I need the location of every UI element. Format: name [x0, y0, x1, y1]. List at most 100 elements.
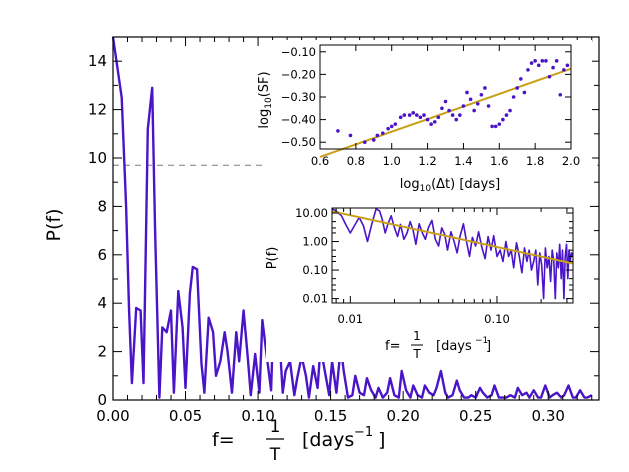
inset-top-xlabel-pre: log	[400, 177, 420, 192]
inset-top-point	[547, 74, 552, 79]
inset-top-xtick-label: 1.6	[490, 154, 508, 168]
main-xlabel-close: ]	[378, 429, 385, 451]
inset-top-point	[554, 59, 559, 63]
main-xtick-label: 0.25	[459, 407, 492, 425]
inset-top-point	[440, 106, 444, 111]
main-xtick-label: 0.05	[169, 407, 202, 425]
inset-top-point	[544, 59, 548, 63]
inset-top-point	[418, 115, 423, 120]
inset-bottom-ylabel: P(f)	[265, 247, 280, 270]
inset-top-point	[536, 63, 541, 68]
inset-top-point	[386, 126, 390, 131]
main-periodogram: 0.00 0.05 0.10 0.15 0.20 0.25 0.3002468101214 …	[43, 36, 600, 465]
main-xtick-label: 0.00	[96, 407, 129, 425]
inset-bottom-fit-line	[331, 210, 574, 265]
inset-top-ytick-label: −0.10	[281, 45, 316, 59]
inset-bottom-xlabel-close: ]	[486, 339, 491, 354]
main-ytick-label: 0	[97, 391, 107, 409]
inset-top-point	[336, 129, 340, 133]
inset-top-point	[558, 92, 563, 97]
main-xlabel-den: T	[269, 445, 281, 465]
main-ylabel: P(f)	[43, 209, 65, 242]
inset-bottom-ytick-label: 10.00	[295, 206, 328, 220]
inset-bottom-xlabel-unit: [days	[436, 339, 472, 354]
inset-loglog-periodogram: 0.01 0.10 0.01 0.10 1.00 10.00 P(f) f= 1 T [d…	[265, 202, 590, 362]
inset-top-point	[551, 65, 555, 70]
inset-top-point	[380, 131, 385, 135]
inset-top-xtick-label: 0.8	[347, 154, 365, 168]
main-ytick-label: 2	[97, 343, 107, 361]
inset-top-point	[515, 86, 520, 90]
main-xtick-label: 0.20	[386, 407, 419, 425]
inset-top-point	[458, 113, 462, 117]
inset-top-ylabel-post: (SF)	[257, 71, 272, 97]
inset-top-fit-line	[319, 67, 572, 158]
inset-bottom-ytick-label: 1.00	[302, 235, 328, 249]
main-ytick-label: 4	[97, 294, 107, 312]
inset-top-point	[522, 90, 527, 95]
inset-top-point	[415, 113, 419, 117]
inset-bottom-xtick-label: 0.10	[484, 312, 510, 326]
inset-top-point	[422, 113, 426, 117]
inset-bottom-xtick-label: 0.01	[338, 312, 364, 326]
inset-top-point	[425, 117, 430, 122]
main-ytick-label: 12	[88, 101, 107, 119]
inset-top-ytick-label: −0.50	[281, 135, 316, 149]
inset-top-point	[475, 101, 480, 106]
inset-top-point	[348, 133, 353, 138]
main-ytick-label: 8	[97, 197, 107, 215]
inset-top-point	[486, 104, 491, 108]
inset-bottom-xlabel-den: T	[412, 347, 421, 361]
inset-top-point	[389, 124, 394, 129]
main-xlabel-unit: [days	[302, 429, 354, 451]
inset-top-point	[371, 138, 376, 142]
inset-bottom-background	[266, 202, 590, 362]
inset-top-ylabel-pre: log	[257, 109, 272, 129]
inset-top-xlabel: log10(Δt) [days]	[400, 177, 500, 194]
inset-top-point	[443, 99, 448, 104]
main-xlabel-prefix: f=	[212, 429, 235, 451]
inset-top-point	[454, 117, 459, 122]
svg-text:log10(SF): log10(SF)	[257, 71, 274, 128]
inset-top-xtick-label: 2.0	[562, 154, 580, 168]
inset-top-point	[461, 104, 466, 108]
inset-top-point	[432, 120, 437, 124]
main-xlabel: f= 1 T [days −1 ]	[212, 417, 385, 465]
inset-top-point	[375, 133, 380, 138]
inset-top-point	[468, 97, 473, 102]
inset-top-point	[429, 122, 433, 126]
inset-top-ytick-label: −0.20	[281, 67, 316, 81]
inset-top-point	[363, 140, 367, 145]
inset-structure-function: 0.6 0.8 1.0 1.2 1.4 1.6 1.8 2.0 −0.50 −0.40 −0.30 −…	[257, 40, 592, 195]
inset-top-xlabel-sub: 10	[420, 184, 432, 194]
inset-top-points	[336, 59, 570, 145]
main-xtick-label: 0.15	[314, 407, 347, 425]
inset-top-point	[436, 115, 441, 120]
inset-top-point	[490, 124, 494, 129]
inset-top-point	[483, 86, 487, 90]
inset-top-point	[479, 92, 484, 97]
inset-top-point	[519, 77, 523, 81]
main-series-line	[111, 36, 593, 399]
inset-top-xlabel-post: [days]	[455, 177, 500, 192]
main-xtick-label: 0.10	[241, 407, 274, 425]
inset-top-xtick-label: 1.2	[418, 154, 436, 168]
inset-top-xtick-label: 1.0	[383, 154, 401, 168]
inset-top-point	[447, 108, 451, 113]
main-ytick-label: 6	[97, 246, 107, 264]
inset-top-point	[402, 113, 407, 117]
main-xtick-label: 0.30	[532, 407, 565, 425]
inset-bottom-xlabel: f= 1 T [days −1 ]	[385, 329, 491, 361]
inset-top-point	[465, 90, 469, 95]
inset-top-point	[497, 122, 502, 126]
inset-top-ylabel: log10(SF)	[257, 71, 274, 128]
inset-bottom-ytick-label: 0.01	[302, 292, 328, 306]
inset-bottom-xlabel-num: 1	[413, 329, 421, 343]
inset-top-ylabel-sub: 10	[264, 97, 274, 109]
inset-top-point	[526, 68, 530, 72]
inset-top-point	[508, 108, 512, 113]
inset-top-point	[540, 59, 545, 63]
inset-top-xtick-label: 1.8	[526, 154, 544, 168]
inset-top-point	[529, 61, 534, 65]
